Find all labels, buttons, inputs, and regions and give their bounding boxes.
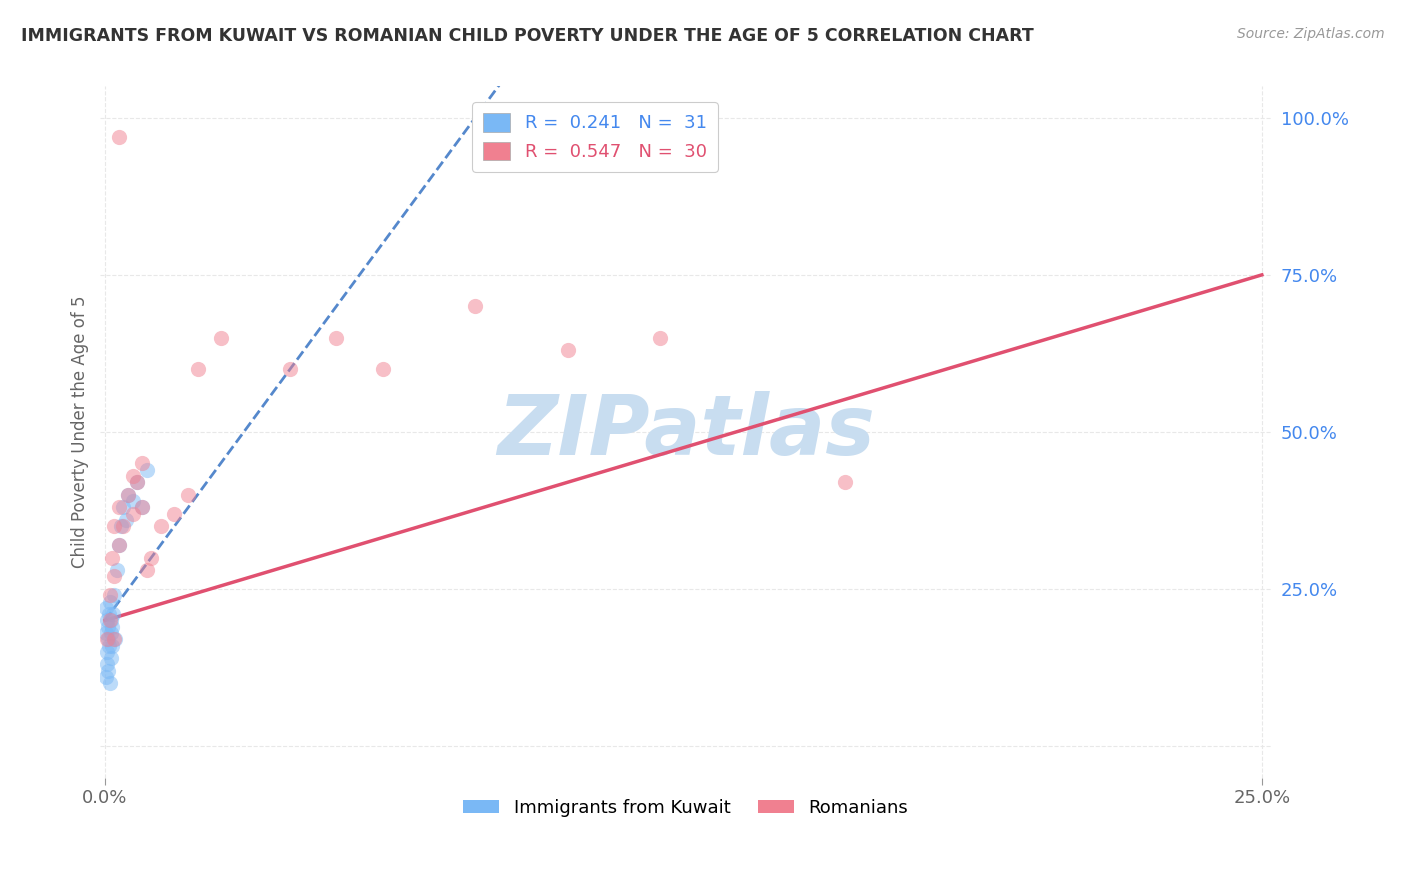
Point xyxy=(121,507,143,521)
Point xyxy=(278,362,301,376)
Point xyxy=(131,500,153,515)
Point xyxy=(127,475,149,490)
Point xyxy=(101,550,124,565)
Point xyxy=(96,657,118,672)
Point xyxy=(100,614,122,628)
Point xyxy=(371,362,394,376)
Point xyxy=(97,632,120,647)
Point xyxy=(117,488,139,502)
Point xyxy=(96,632,118,647)
Point xyxy=(103,632,125,647)
Point xyxy=(98,588,121,602)
Point xyxy=(135,563,157,577)
Point xyxy=(149,519,172,533)
Point xyxy=(98,639,121,653)
Point xyxy=(131,456,153,470)
Y-axis label: Child Poverty Under the Age of 5: Child Poverty Under the Age of 5 xyxy=(72,296,89,568)
Point xyxy=(98,676,121,690)
Point xyxy=(325,331,347,345)
Point xyxy=(186,362,208,376)
Point xyxy=(121,469,143,483)
Point xyxy=(101,620,124,634)
Point xyxy=(103,588,125,602)
Point xyxy=(94,670,117,684)
Point xyxy=(114,513,136,527)
Point xyxy=(96,645,118,659)
Point xyxy=(117,488,139,502)
Point xyxy=(98,594,121,608)
Point xyxy=(177,488,200,502)
Point xyxy=(103,569,125,583)
Point xyxy=(464,299,486,313)
Point xyxy=(96,626,118,640)
Point xyxy=(103,519,125,533)
Point xyxy=(209,331,232,345)
Point xyxy=(131,500,153,515)
Point xyxy=(112,500,135,515)
Point xyxy=(108,500,131,515)
Point xyxy=(97,607,120,622)
Point xyxy=(108,538,131,552)
Point xyxy=(112,519,135,533)
Point xyxy=(650,331,672,345)
Point xyxy=(108,538,131,552)
Point xyxy=(163,507,186,521)
Point xyxy=(98,614,121,628)
Point xyxy=(104,632,127,647)
Point xyxy=(135,463,157,477)
Text: Source: ZipAtlas.com: Source: ZipAtlas.com xyxy=(1237,27,1385,41)
Point xyxy=(108,129,131,144)
Point xyxy=(105,563,128,577)
Point xyxy=(834,475,856,490)
Legend: Immigrants from Kuwait, Romanians: Immigrants from Kuwait, Romanians xyxy=(456,791,915,824)
Text: IMMIGRANTS FROM KUWAIT VS ROMANIAN CHILD POVERTY UNDER THE AGE OF 5 CORRELATION : IMMIGRANTS FROM KUWAIT VS ROMANIAN CHILD… xyxy=(21,27,1033,45)
Point xyxy=(141,550,163,565)
Point xyxy=(127,475,149,490)
Point xyxy=(100,651,122,665)
Point xyxy=(100,626,122,640)
Point xyxy=(121,494,143,508)
Point xyxy=(101,639,124,653)
Point xyxy=(96,614,118,628)
Point xyxy=(557,343,579,358)
Point xyxy=(94,601,117,615)
Point xyxy=(97,664,120,678)
Point xyxy=(110,519,132,533)
Point xyxy=(103,607,125,622)
Text: ZIPatlas: ZIPatlas xyxy=(496,392,875,473)
Point xyxy=(97,620,120,634)
